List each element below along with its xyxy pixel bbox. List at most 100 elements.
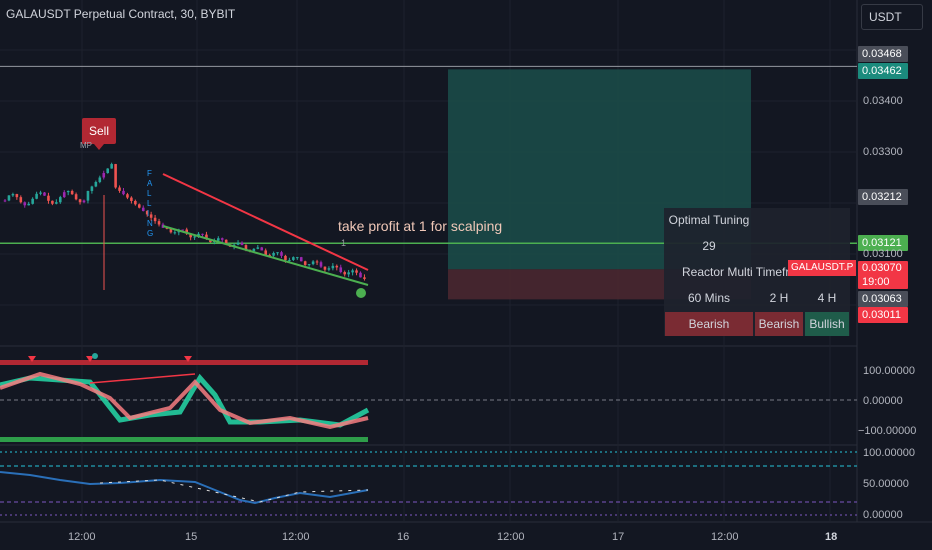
candle-body [114, 164, 117, 188]
candle-body [205, 234, 208, 240]
candle-body [47, 195, 50, 201]
price-tag-3011: 0.03011 [858, 307, 908, 323]
candle-body [193, 236, 196, 238]
candle-body [240, 242, 244, 246]
candle-body [78, 199, 82, 203]
candle-body [15, 194, 19, 198]
osc-tick: 100.00000 [863, 365, 915, 377]
candle-body [126, 194, 129, 198]
candle-body [153, 217, 157, 222]
candle-body [118, 187, 121, 191]
falling-letter: G [147, 229, 153, 238]
table-title: Optimal Tuning [668, 213, 750, 227]
osc-marker-dot [92, 353, 98, 359]
candle-body [272, 252, 275, 256]
candle-body [86, 190, 90, 201]
candle-body [343, 272, 346, 275]
osc-tick: −100.00000 [858, 425, 917, 437]
time-tick: 17 [612, 531, 625, 543]
falling-letter: A [147, 179, 153, 188]
bull-band [0, 437, 368, 442]
candle-body [224, 239, 228, 245]
falling-letter: L [147, 189, 152, 198]
last-price-value: 0.03070 [862, 262, 902, 274]
osc-wave-2 [0, 371, 369, 430]
candle-body [244, 245, 248, 250]
time-tick: 12:00 [282, 531, 310, 543]
time-tick: 16 [397, 531, 410, 543]
chart-title: GALAUSDT Perpetual Contract, 30, BYBIT [6, 7, 236, 21]
time-tick: 12:00 [68, 531, 96, 543]
candle-body [82, 200, 86, 203]
price-tick: 0.03100 [863, 248, 903, 260]
rsi-line [0, 471, 369, 505]
candle-body [165, 227, 169, 229]
take-profit-annotation[interactable]: take profit at 1 for scalping [338, 218, 503, 234]
price-tick: 0.03400 [863, 95, 903, 107]
candle-body [181, 229, 185, 231]
sell-signal-label: Sell [82, 118, 116, 150]
candle-body [288, 259, 291, 261]
candle-body [307, 264, 311, 266]
falling-letter: L [147, 199, 152, 208]
candle-body [347, 272, 350, 275]
rsi-tick: 50.00000 [863, 478, 909, 490]
candle-body [355, 270, 358, 273]
candle-body [256, 247, 260, 249]
candle-body [315, 261, 319, 263]
candle-body [11, 194, 15, 196]
candle-body [43, 192, 46, 196]
candle-body [363, 277, 366, 279]
candle-body [197, 233, 200, 237]
candle-body [130, 197, 133, 201]
candle-body [23, 202, 27, 206]
table-tf-1: 60 Mins [687, 291, 731, 305]
candle-body [51, 200, 54, 204]
table-value: 29 [702, 239, 716, 253]
candle-body [201, 233, 204, 235]
candle-body [94, 181, 98, 187]
candle-body [31, 198, 34, 204]
candle-body [59, 197, 62, 203]
candle-body [264, 250, 267, 255]
mp-label: MP [80, 141, 92, 150]
candle-body [145, 211, 149, 215]
table-signal-3: Bullish [805, 312, 849, 336]
candle-body [141, 207, 145, 212]
candle-body [327, 268, 331, 270]
candle-body [331, 265, 335, 269]
candle-body [102, 173, 106, 178]
candle-body [252, 248, 256, 252]
candle-body [276, 252, 279, 254]
time-tick: 18 [825, 531, 838, 543]
osc-tick: 0.00000 [863, 395, 903, 407]
candle-body [138, 204, 141, 208]
candle-body [157, 221, 161, 225]
candle-body [39, 192, 42, 194]
table-indicator: Reactor Multi Timeframe [682, 265, 813, 279]
candle-body [292, 257, 295, 260]
candle-body [55, 202, 58, 204]
candle-body [90, 186, 94, 191]
osc-divergence [89, 373, 196, 384]
table-tf-2: 2 H [769, 291, 789, 305]
candle-body [359, 272, 362, 278]
table-tf-3: 4 H [817, 291, 837, 305]
candle-body [189, 233, 192, 238]
falling-letter: I [147, 209, 149, 218]
wedge-upper-line [162, 173, 369, 271]
candle-body [149, 214, 153, 218]
candle-body [74, 194, 78, 200]
candle-body [351, 270, 354, 273]
candle-body [62, 192, 66, 198]
time-tick: 12:00 [711, 531, 739, 543]
price-tag-3063: 0.03063 [858, 291, 908, 307]
osc-sell-marker [86, 356, 94, 362]
time-tick: 12:00 [497, 531, 525, 543]
currency-selector[interactable]: USDT [861, 4, 923, 30]
candle-body [106, 168, 109, 174]
one-label: 1 [341, 238, 346, 248]
price-tag-3462: 0.03462 [858, 63, 908, 79]
candle-body [122, 190, 125, 195]
